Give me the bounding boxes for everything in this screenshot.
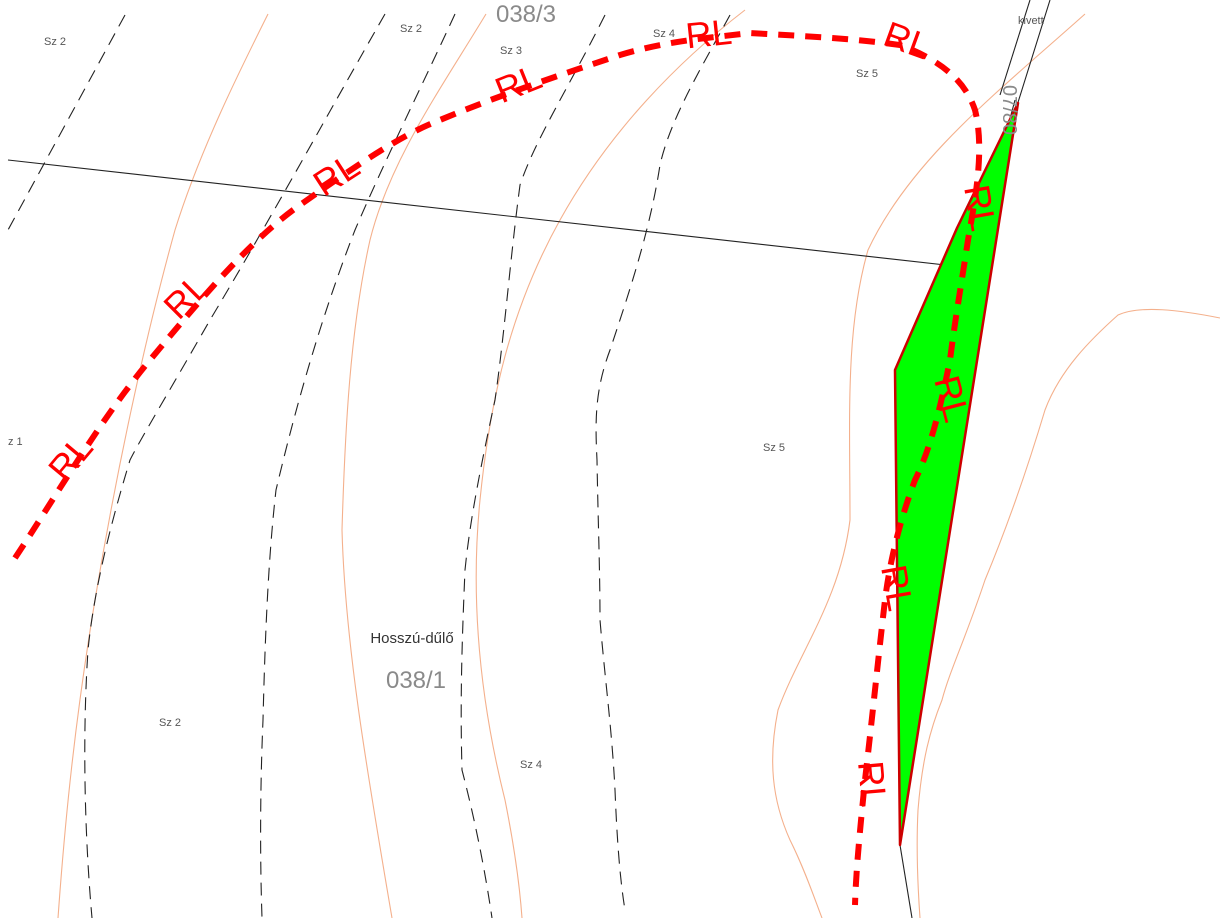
corner-label: kivett [1018, 15, 1044, 27]
rl-label: RL [879, 13, 936, 67]
soil-boundary-line [7, 14, 126, 231]
parcel-boundary-line [899, 844, 913, 918]
contour-line [772, 13, 1086, 918]
rl-label: RL [850, 759, 895, 808]
parcel-number-main: 038/1 [386, 667, 446, 694]
contour-lines [57, 9, 1220, 918]
zone-label: Sz 2 [159, 717, 181, 729]
soil-boundary-line [595, 14, 731, 911]
rl-label: RL [873, 562, 921, 614]
zone-label: Sz 4 [653, 28, 675, 40]
rl-labels: RL RL RL RL RL RL RL RL RL RL [40, 11, 1005, 809]
rl-route-line[interactable] [12, 29, 983, 906]
parcel-boundary-line [999, 0, 1031, 96]
zone-label: z 1 [8, 436, 23, 448]
parcel-boundary-line [7, 159, 991, 271]
contour-line [57, 13, 269, 918]
rl-label: RL [155, 265, 217, 327]
zone-label: Sz 4 [520, 759, 542, 771]
parcel-number-vertical: 07/80 [998, 85, 1020, 135]
contour-line [475, 9, 746, 918]
soil-boundary-line [84, 13, 386, 918]
zone-label: Sz 3 [500, 45, 522, 57]
soil-boundaries [7, 13, 731, 918]
parcel-labels: 038/3 038/1 Hosszú-dűlő 07/80 kivett [370, 1, 1043, 694]
rl-label: RL [489, 56, 547, 111]
soil-boundary-line [260, 13, 456, 918]
zone-labels: Sz 2 Sz 2 Sz 3 Sz 4 Sz 5 z 1 Sz 5 Sz 2 S… [8, 23, 878, 771]
rl-label: RL [684, 11, 734, 57]
zone-label: Sz 5 [763, 442, 785, 454]
contour-line [341, 13, 487, 918]
zone-label: Sz 2 [44, 36, 66, 48]
contour-line [916, 308, 1220, 918]
parcel-number-top: 038/3 [496, 1, 556, 28]
zone-label: Sz 2 [400, 23, 422, 35]
locality-name: Hosszú-dűlő [370, 630, 453, 647]
soil-boundary-line [460, 14, 606, 918]
zone-label: Sz 5 [856, 68, 878, 80]
rl-label: RL [956, 182, 1004, 234]
